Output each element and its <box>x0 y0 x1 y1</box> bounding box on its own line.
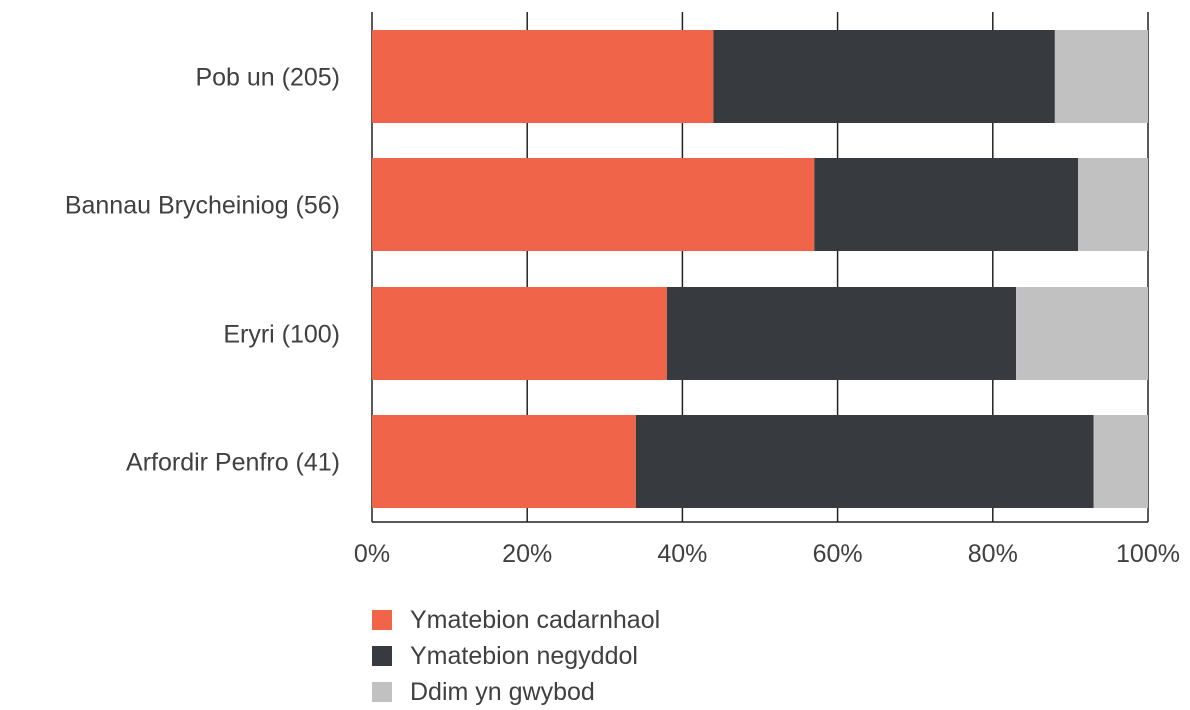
bar-segment <box>372 287 667 380</box>
legend-swatch-dont-know <box>372 682 392 702</box>
bar-segment <box>1054 30 1148 123</box>
x-tick-label: 20% <box>502 540 552 568</box>
stacked-bar-chart: Pob un (205) Bannau Brycheiniog (56) Eryri… <box>65 12 1180 568</box>
bar-segment <box>666 287 1017 380</box>
bar-segment <box>372 30 714 123</box>
legend: Ymatebion cadarnhaol Ymatebion negyddol … <box>372 602 660 710</box>
category-labels: Pob un (205) Bannau Brycheiniog (56) Eryri… <box>65 64 340 477</box>
legend-item-positive: Ymatebion cadarnhaol <box>372 602 660 638</box>
bar-segment <box>1078 158 1148 251</box>
category-label: Bannau Brycheiniog (56) <box>65 192 340 220</box>
bar-segment <box>713 30 1055 123</box>
bar-segment <box>372 158 815 251</box>
x-tick-label: 80% <box>968 540 1018 568</box>
category-label: Pob un (205) <box>195 64 340 92</box>
legend-label-dont-know: Ddim yn gwybod <box>410 677 595 706</box>
legend-swatch-positive <box>372 610 392 630</box>
x-axis: 0% 20% 40% 60% 80% 100% <box>354 521 1180 568</box>
x-tick-label: 0% <box>354 540 390 568</box>
x-tick-label: 40% <box>657 540 707 568</box>
bar-segment <box>1016 287 1148 380</box>
bar-segment <box>814 158 1079 251</box>
legend-item-dont-know: Ddim yn gwybod <box>372 674 660 710</box>
bars <box>372 30 1148 508</box>
legend-label-positive: Ymatebion cadarnhaol <box>410 605 661 634</box>
x-tick-label: 100% <box>1116 540 1180 568</box>
bar-segment <box>372 415 636 508</box>
category-label: Arfordir Penfro (41) <box>126 449 340 477</box>
category-label: Eryri (100) <box>223 321 340 349</box>
bar-segment <box>635 415 1094 508</box>
legend-swatch-negative <box>372 646 392 666</box>
legend-label-negative: Ymatebion negyddol <box>410 641 638 670</box>
x-tick-label: 60% <box>813 540 863 568</box>
legend-item-negative: Ymatebion negyddol <box>372 638 660 674</box>
bar-segment <box>1093 415 1148 508</box>
